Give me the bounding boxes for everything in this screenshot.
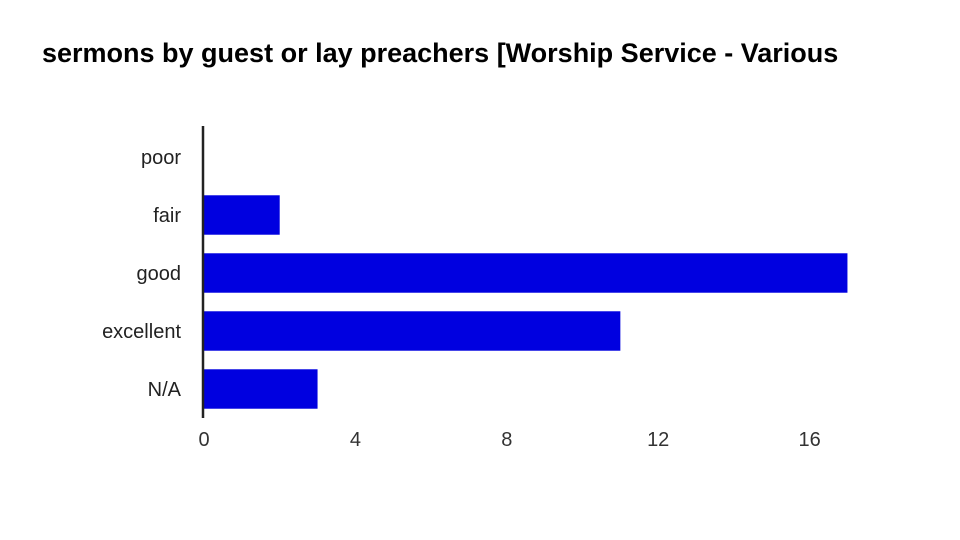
category-label: N/A bbox=[148, 379, 182, 401]
category-label: fair bbox=[153, 205, 181, 227]
x-tick-label: 4 bbox=[350, 429, 361, 451]
x-tick-label: 8 bbox=[501, 429, 512, 451]
category-label: good bbox=[137, 263, 182, 285]
bar-fair bbox=[204, 195, 280, 235]
category-labels: poor fair good excellent N/A bbox=[102, 147, 182, 401]
x-tick-labels: 0 4 8 12 16 bbox=[198, 429, 820, 451]
bar-excellent bbox=[204, 311, 621, 351]
bar-n-a bbox=[204, 369, 318, 409]
x-tick-label: 0 bbox=[198, 429, 209, 451]
category-label: excellent bbox=[102, 321, 181, 343]
bars-group bbox=[204, 195, 848, 409]
x-tick-label: 16 bbox=[798, 429, 820, 451]
bar-good bbox=[204, 253, 848, 293]
category-label: poor bbox=[141, 147, 181, 169]
chart-title: sermons by guest or lay preachers [Worsh… bbox=[42, 38, 839, 68]
x-tick-label: 12 bbox=[647, 429, 669, 451]
